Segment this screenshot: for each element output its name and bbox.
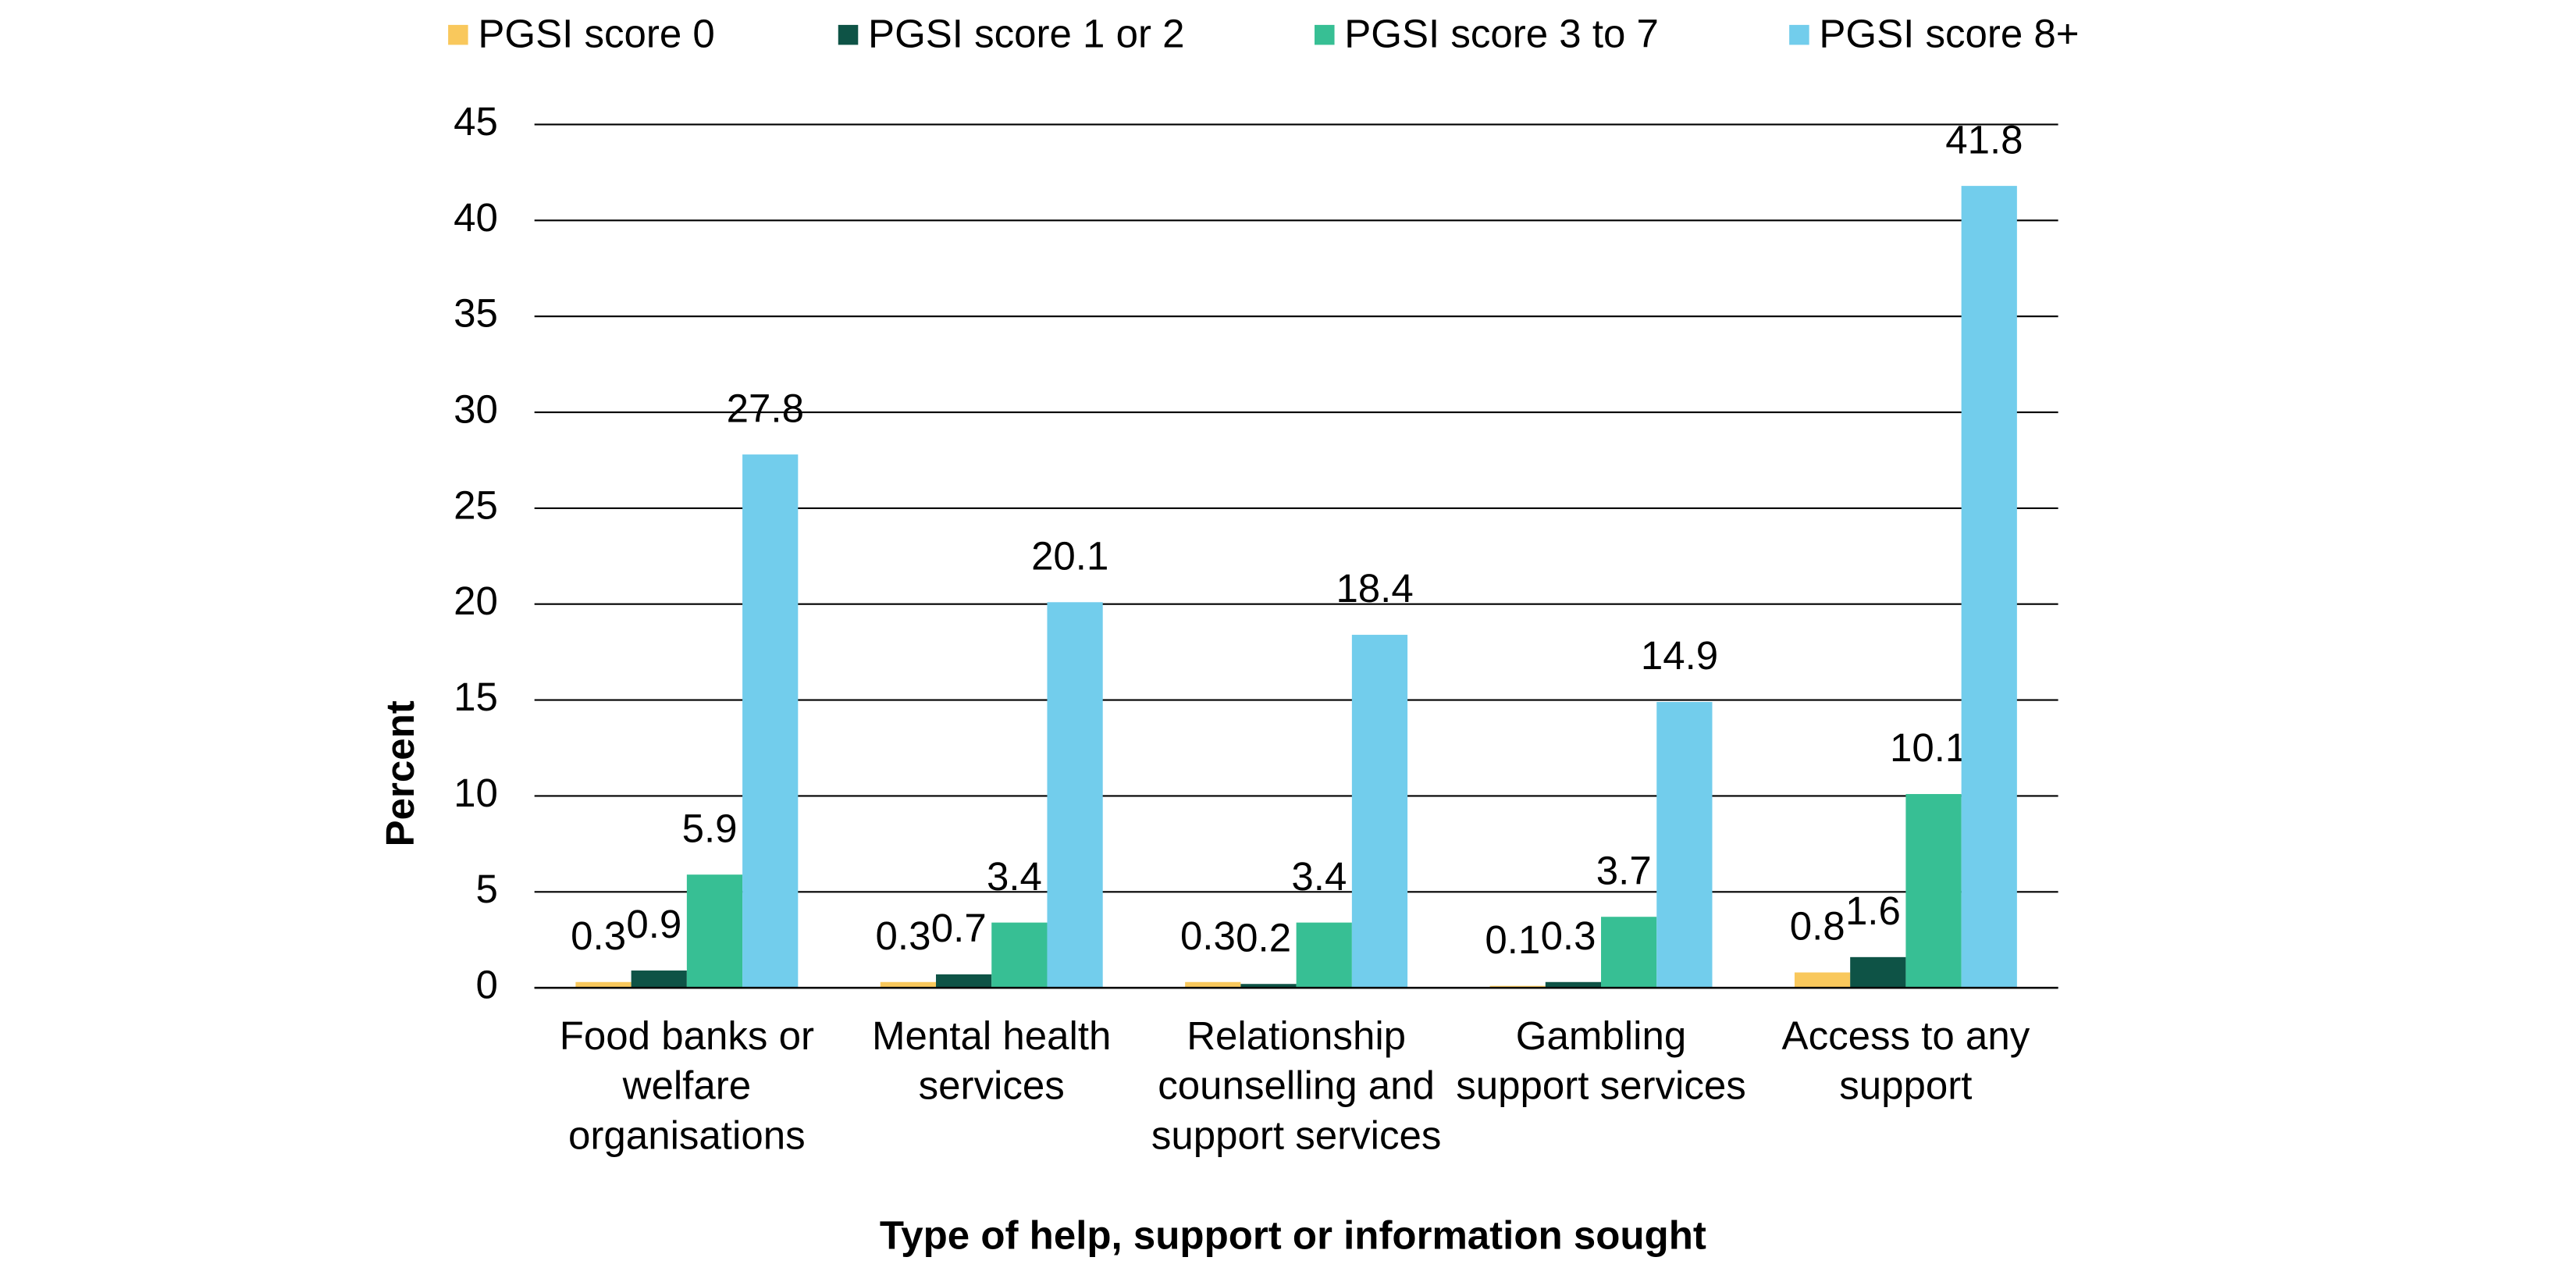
legend-swatch [1315,24,1335,45]
data-label: 0.8 [1790,904,1845,949]
bar [1545,981,1602,988]
y-tick-label: 45 [454,99,498,144]
bar [1961,186,2017,988]
bar [686,874,743,988]
y-tick-label: 30 [454,387,498,432]
legend-label: PGSI score 3 to 7 [1344,11,1659,55]
bar [575,981,632,988]
x-axis-title: Type of help, support or information sou… [880,1213,1706,1258]
x-tick-label: Food banks or welfare organisations [559,1014,814,1159]
data-label: 0.7 [931,906,987,950]
x-tick-label-box: Relationship counselling and support ser… [1151,1014,1442,1159]
legend-swatch [448,24,468,45]
x-tick-label-box: Access to any support [1781,1014,2030,1109]
data-label: 1.6 [1845,889,1901,933]
data-label: 0.1 [1485,917,1540,962]
data-label: 0.3 [571,914,626,958]
bar [1601,917,1657,988]
x-tick-label-box: Mental health services [872,1014,1112,1109]
y-tick-label: 35 [454,291,498,336]
x-tick-label: Mental health services [872,1014,1112,1109]
y-tick-label: 40 [454,195,498,240]
bar [1351,635,1408,988]
data-label: 14.9 [1641,633,1718,678]
legend-label: PGSI score 0 [478,11,714,55]
data-label: 5.9 [682,806,738,850]
bar [880,981,937,988]
data-label: 0.9 [626,902,681,946]
x-tick-label: Gambling support services [1456,1014,1746,1109]
legend-label: PGSI score 8+ [1819,11,2079,55]
data-label: 18.4 [1336,566,1413,611]
y-tick-label: 25 [454,483,498,527]
bar [1794,972,1851,988]
bar [742,454,799,988]
data-label: 27.8 [727,386,804,430]
bar [1905,793,1962,988]
bar [1240,984,1297,988]
y-tick-label: 5 [476,867,498,911]
bar [936,974,992,988]
data-label: 3.4 [1291,854,1347,899]
y-tick-label: 10 [454,771,498,815]
data-label: 20.1 [1031,533,1108,578]
x-tick-label-box: Gambling support services [1456,1014,1746,1109]
data-label: 0.3 [876,914,931,958]
data-label: 10.1 [1890,725,1967,770]
data-label: 3.4 [987,854,1042,899]
data-label: 0.2 [1236,915,1291,960]
y-axis-title: Percent [378,700,422,846]
legend-label: PGSI score 1 or 2 [868,11,1184,55]
data-label: 3.7 [1596,848,1652,892]
y-tick-label: 0 [476,963,498,1007]
bar [631,970,687,988]
legend-swatch [1789,24,1809,45]
data-label: 41.8 [1945,117,2023,162]
bar [1296,922,1352,988]
x-tick-label: Access to any support [1781,1014,2030,1109]
data-label: 0.3 [1541,914,1596,958]
y-tick-label: 15 [454,675,498,719]
legend-swatch [838,24,859,45]
data-label: 0.3 [1180,914,1236,958]
bar [1850,956,1906,988]
x-tick-label: Relationship counselling and support ser… [1151,1014,1442,1159]
bar [1656,702,1713,988]
bar [1185,981,1241,988]
bar [1047,602,1103,988]
x-tick-label-box: Food banks or welfare organisations [559,1014,814,1159]
y-tick-label: 20 [454,579,498,623]
bar [991,922,1048,988]
